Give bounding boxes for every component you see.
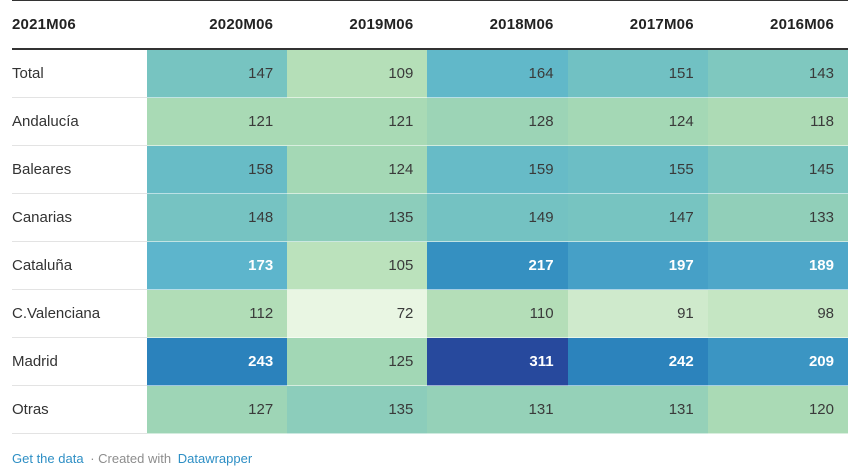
- header-row: 2021M06 2020M06 2019M06 2018M06 2017M06 2016M…: [12, 0, 848, 50]
- heatmap-cell: 173: [147, 241, 288, 290]
- chart-container: 2021M06 2020M06 2019M06 2018M06 2017M06 2016M…: [12, 0, 848, 434]
- heatmap-cell: 147: [147, 49, 288, 98]
- table-row: Canarias 148 135 149 147 133: [12, 193, 848, 242]
- heatmap-cell: 91: [567, 289, 708, 338]
- created-with-text: · Created with: [90, 451, 172, 466]
- heatmap-cell: 145: [707, 145, 848, 194]
- table-row: Madrid 243 125 311 242 209: [12, 337, 848, 386]
- heatmap-cell: 149: [427, 193, 568, 242]
- heatmap-cell: 121: [147, 97, 288, 146]
- chart-footer: Get the data · Created with Datawrapper: [12, 451, 252, 466]
- heatmap-cell: 148: [147, 193, 288, 242]
- heatmap-cell: 128: [427, 97, 568, 146]
- heatmap-cell: 110: [427, 289, 568, 338]
- table-body: Total 147 109 164 151 143 Andalucía 121 121 128 12…: [12, 49, 848, 434]
- heatmap-cell: 158: [147, 145, 288, 194]
- heatmap-cell: 147: [567, 193, 708, 242]
- heatmap-cell: 189: [707, 241, 848, 290]
- table-header: 2021M06 2020M06 2019M06 2018M06 2017M06 2016M…: [12, 0, 848, 50]
- column-header: 2017M06: [567, 0, 708, 50]
- heatmap-table: 2021M06 2020M06 2019M06 2018M06 2017M06 2016M…: [12, 0, 848, 434]
- heatmap-cell: 155: [567, 145, 708, 194]
- heatmap-cell: 159: [427, 145, 568, 194]
- heatmap-cell: 133: [707, 193, 848, 242]
- heatmap-cell: 197: [567, 241, 708, 290]
- column-header: 2019M06: [287, 0, 428, 50]
- row-label: C.Valenciana: [12, 289, 147, 338]
- heatmap-cell: 98: [707, 289, 848, 338]
- heatmap-cell: 242: [567, 337, 708, 386]
- table-row: Otras 127 135 131 131 120: [12, 385, 848, 434]
- row-label: Total: [12, 49, 147, 98]
- column-header: 2021M06: [12, 0, 147, 50]
- table-row: Baleares 158 124 159 155 145: [12, 145, 848, 194]
- heatmap-cell: 120: [707, 385, 848, 434]
- column-header: 2020M06: [147, 0, 288, 50]
- row-label: Otras: [12, 385, 147, 434]
- heatmap-cell: 311: [427, 337, 568, 386]
- heatmap-cell: 105: [287, 241, 428, 290]
- heatmap-cell: 112: [147, 289, 288, 338]
- table-row: Cataluña 173 105 217 197 189: [12, 241, 848, 290]
- heatmap-cell: 135: [287, 193, 428, 242]
- heatmap-cell: 243: [147, 337, 288, 386]
- row-label: Canarias: [12, 193, 147, 242]
- heatmap-cell: 72: [287, 289, 428, 338]
- heatmap-cell: 131: [427, 385, 568, 434]
- column-header: 2016M06: [707, 0, 848, 50]
- heatmap-cell: 131: [567, 385, 708, 434]
- row-label: Madrid: [12, 337, 147, 386]
- heatmap-cell: 209: [707, 337, 848, 386]
- heatmap-cell: 121: [287, 97, 428, 146]
- heatmap-cell: 125: [287, 337, 428, 386]
- heatmap-cell: 124: [567, 97, 708, 146]
- heatmap-cell: 118: [707, 97, 848, 146]
- heatmap-cell: 135: [287, 385, 428, 434]
- heatmap-cell: 143: [707, 49, 848, 98]
- datawrapper-link[interactable]: Datawrapper: [177, 451, 253, 466]
- row-label: Andalucía: [12, 97, 147, 146]
- heatmap-cell: 164: [427, 49, 568, 98]
- table-row: Andalucía 121 121 128 124 118: [12, 97, 848, 146]
- get-the-data-link[interactable]: Get the data: [12, 451, 84, 466]
- row-label: Baleares: [12, 145, 147, 194]
- table-row: Total 147 109 164 151 143: [12, 49, 848, 98]
- heatmap-cell: 151: [567, 49, 708, 98]
- heatmap-cell: 217: [427, 241, 568, 290]
- row-label: Cataluña: [12, 241, 147, 290]
- table-row: C.Valenciana 112 72 110 91 98: [12, 289, 848, 338]
- heatmap-cell: 124: [287, 145, 428, 194]
- heatmap-cell: 109: [287, 49, 428, 98]
- heatmap-cell: 127: [147, 385, 288, 434]
- column-header: 2018M06: [427, 0, 568, 50]
